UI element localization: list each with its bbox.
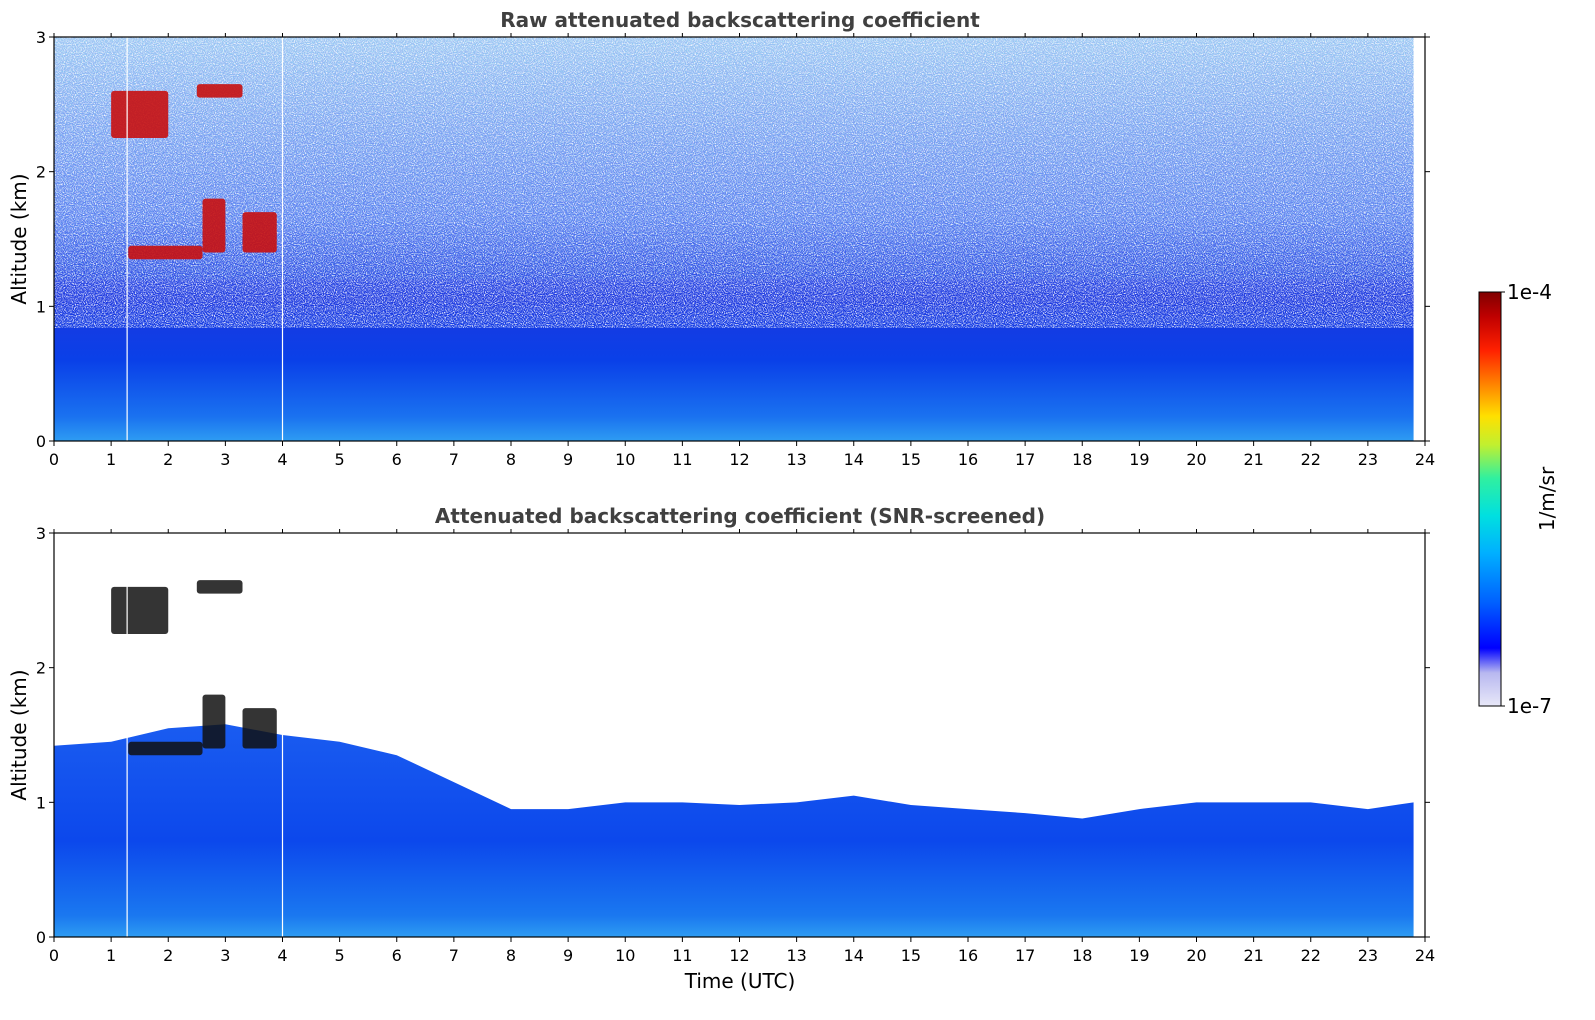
x-tick-label: 11 <box>672 450 692 469</box>
x-tick-label: 2 <box>163 946 173 965</box>
cloud-feature <box>242 212 277 253</box>
cloud-feature <box>111 90 169 138</box>
x-tick-label: 22 <box>1301 450 1321 469</box>
x-tick-label: 15 <box>901 946 921 965</box>
y-tick-label: 2 <box>36 163 46 182</box>
panel1-y-axis-label: Altitude (km) <box>7 173 31 304</box>
x-tick-label: 3 <box>220 450 230 469</box>
x-tick-label: 17 <box>1015 946 1035 965</box>
x-tick-label: 19 <box>1129 450 1149 469</box>
x-tick-label: 6 <box>392 450 402 469</box>
colorbar-label: 1/m/sr <box>1535 466 1559 531</box>
x-tick-label: 5 <box>335 946 345 965</box>
x-tick-label: 7 <box>449 946 459 965</box>
cloud-feature <box>202 694 226 749</box>
x-tick-label: 23 <box>1358 450 1378 469</box>
y-tick-label: 2 <box>36 659 46 678</box>
x-tick-label: 23 <box>1358 946 1378 965</box>
x-tick-label: 24 <box>1415 946 1435 965</box>
x-tick-label: 5 <box>335 450 345 469</box>
x-axis-label: Time (UTC) <box>684 969 796 993</box>
x-tick-label: 20 <box>1186 450 1206 469</box>
x-tick-label: 10 <box>615 450 635 469</box>
panel1-title: Raw attenuated backscattering coefficien… <box>500 8 980 32</box>
x-tick-label: 6 <box>392 946 402 965</box>
x-tick-label: 18 <box>1072 450 1092 469</box>
cloud-feature <box>111 586 169 634</box>
panel1-y-ticks: 0 1 2 3 <box>36 28 1430 451</box>
x-tick-label: 15 <box>901 450 921 469</box>
x-tick-label: 22 <box>1301 946 1321 965</box>
raw-backscatter-panel: Raw attenuated backscattering coefficien… <box>7 8 1435 469</box>
panel1-x-ticks: 0 1 2 3 4 5 6 7 8 9 10 11 12 13 14 15 16 17 18 19 20 21 22 23 24 <box>49 33 1435 469</box>
colorbar-frame <box>1478 291 1502 707</box>
panel2-title: Attenuated backscattering coefficient (S… <box>435 504 1045 528</box>
x-tick-label: 21 <box>1243 450 1263 469</box>
x-tick-label: 3 <box>220 946 230 965</box>
y-tick-label: 3 <box>36 524 46 543</box>
cloud-feature <box>128 741 203 756</box>
cloud-feature <box>202 198 226 253</box>
cloud-feature <box>242 708 277 749</box>
noise-speckle-cyan <box>54 37 1414 280</box>
x-tick-label: 19 <box>1129 946 1149 965</box>
panel2-y-ticks: 0 1 2 3 <box>36 524 1430 947</box>
x-tick-label: 18 <box>1072 946 1092 965</box>
x-tick-label: 4 <box>277 450 287 469</box>
x-tick-label: 17 <box>1015 450 1035 469</box>
x-tick-label: 9 <box>563 946 573 965</box>
x-tick-label: 4 <box>277 946 287 965</box>
x-tick-label: 13 <box>786 946 806 965</box>
y-tick-label: 1 <box>36 297 46 316</box>
x-tick-label: 20 <box>1186 946 1206 965</box>
cloud-feature <box>196 580 243 594</box>
panel2-y-axis-label: Altitude (km) <box>7 669 31 800</box>
x-tick-label: 7 <box>449 450 459 469</box>
colorbar-max-label: 1e-4 <box>1507 280 1552 304</box>
colorbar-gradient <box>1479 292 1501 706</box>
raw-backscatter-heatmap <box>54 37 1414 441</box>
x-tick-label: 1 <box>106 450 116 469</box>
cloud-feature <box>196 84 243 98</box>
y-tick-label: 1 <box>36 793 46 812</box>
panel2-x-ticks: 0 1 2 3 4 5 6 7 8 9 10 11 12 13 14 15 16 17 18 19 20 21 22 23 24 <box>49 529 1435 965</box>
x-tick-label: 2 <box>163 450 173 469</box>
x-tick-label: 8 <box>506 450 516 469</box>
x-tick-label: 12 <box>729 450 749 469</box>
x-tick-label: 0 <box>49 450 59 469</box>
x-tick-label: 9 <box>563 450 573 469</box>
x-tick-label: 11 <box>672 946 692 965</box>
x-tick-label: 21 <box>1243 946 1263 965</box>
snr-screened-panel: Attenuated backscattering coefficient (S… <box>7 504 1435 993</box>
colorbar: 1e-4 1e-7 1/m/sr <box>1478 280 1559 718</box>
snr-screened-heatmap <box>54 533 1414 937</box>
x-tick-label: 12 <box>729 946 749 965</box>
x-tick-label: 1 <box>106 946 116 965</box>
cloud-feature <box>128 245 203 260</box>
y-tick-label: 0 <box>36 928 46 947</box>
y-tick-label: 0 <box>36 432 46 451</box>
x-tick-label: 0 <box>49 946 59 965</box>
colorbar-min-label: 1e-7 <box>1507 694 1552 718</box>
x-tick-label: 8 <box>506 946 516 965</box>
y-tick-label: 3 <box>36 28 46 47</box>
boundary-layer-aerosol <box>54 724 1414 937</box>
x-tick-label: 16 <box>958 450 978 469</box>
x-tick-label: 16 <box>958 946 978 965</box>
x-tick-label: 24 <box>1415 450 1435 469</box>
x-tick-label: 10 <box>615 946 635 965</box>
x-tick-label: 14 <box>844 450 864 469</box>
x-tick-label: 14 <box>844 946 864 965</box>
x-tick-label: 13 <box>786 450 806 469</box>
